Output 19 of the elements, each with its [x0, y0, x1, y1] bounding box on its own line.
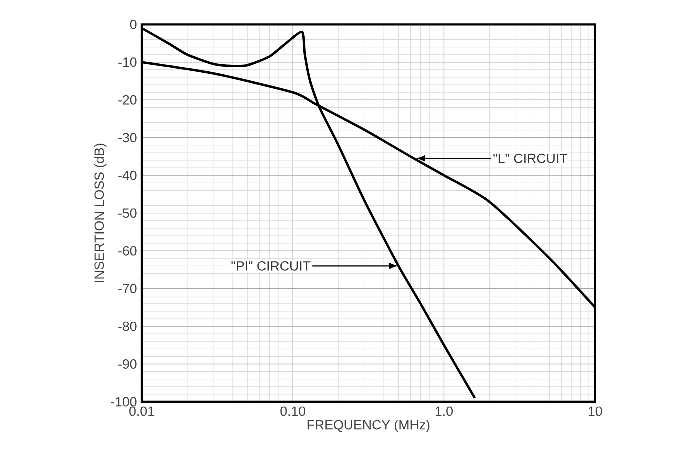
- y-tick-label: -40: [118, 170, 137, 180]
- y-tick-label: -90: [118, 360, 137, 369]
- annotation: "L" CIRCUIT: [494, 154, 568, 164]
- y-tick-label: -70: [118, 284, 137, 294]
- y-tick-label: -30: [118, 133, 137, 143]
- y-tick-label: -60: [118, 246, 137, 256]
- y-axis-title: INSERTION LOSS (dB): [94, 144, 107, 282]
- y-tick-label: 0: [130, 20, 137, 30]
- x-tick-label: 0.10: [280, 406, 306, 416]
- y-tick-label: -80: [118, 322, 137, 332]
- y-tick-label: -20: [118, 95, 137, 105]
- x-tick-label: 1.0: [436, 406, 453, 416]
- x-tick-label: 0.01: [130, 406, 154, 416]
- x-tick-label: 10: [588, 406, 602, 416]
- y-tick-label: -50: [118, 208, 137, 218]
- y-tick-label: -10: [118, 58, 137, 68]
- annotation: "PI" CIRCUIT: [232, 261, 311, 271]
- x-axis-title: FREQUENCY (MHz): [308, 420, 430, 432]
- y-tick-label: -100: [111, 397, 137, 407]
